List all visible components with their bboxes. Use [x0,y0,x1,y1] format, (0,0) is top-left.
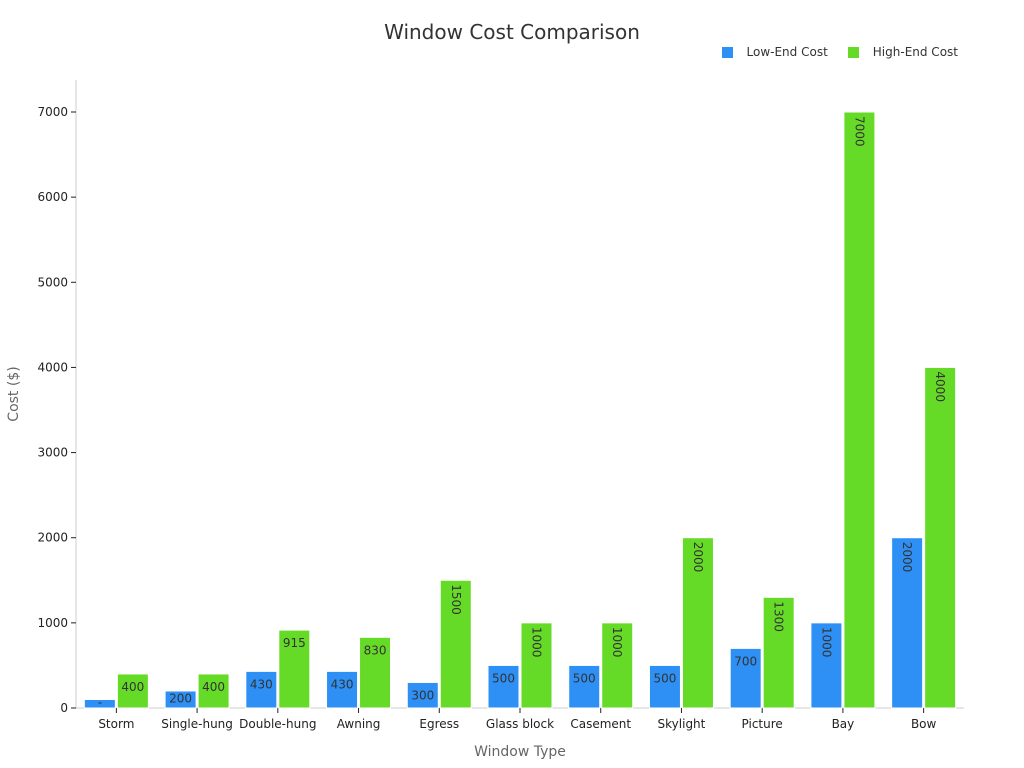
bar-low-end[interactable] [891,537,924,709]
legend-item-high-end[interactable]: High-End Cost [847,45,958,59]
legend-swatch-high-end [847,46,859,58]
bar-low-end[interactable] [810,622,843,709]
bar-high-end[interactable] [439,579,472,709]
data-label: 4000 [933,371,947,402]
data-label: 1000 [819,627,833,658]
bar-high-end[interactable] [843,111,876,709]
y-tick-label: 7000 [37,105,68,119]
bar-low-end[interactable] [568,664,601,709]
legend-swatch-low-end [721,46,733,58]
x-tick-label: Double-hung [239,717,316,731]
bar-high-end[interactable] [924,366,957,709]
y-tick-label: 6000 [37,190,68,204]
data-label: 2000 [900,542,914,573]
data-label: 830 [364,643,387,657]
chart-title: Window Cost Comparison [384,20,640,44]
y-tick-label: 0 [60,701,68,715]
data-label: 200 [169,691,192,705]
bar-low-end[interactable] [164,690,197,709]
data-label: 7000 [852,116,866,147]
data-label: 700 [734,654,757,668]
bar-high-end[interactable] [681,537,714,709]
bar-low-end[interactable] [487,664,520,709]
data-label: 2000 [691,542,705,573]
data-label: 500 [654,671,677,685]
data-label: 300 [411,688,434,702]
bar-high-end[interactable] [359,636,392,709]
data-label: 500 [492,671,515,685]
x-tick-label: Bay [832,717,855,731]
data-label: 400 [121,680,144,694]
bar-high-end[interactable] [520,622,553,709]
data-label: 1000 [610,627,624,658]
data-label: 430 [250,677,273,691]
bar-high-end[interactable] [116,673,149,709]
x-tick-label: Bow [911,717,937,731]
bar-low-end[interactable] [648,664,681,709]
bar-low-end[interactable] [245,670,278,709]
y-tick-label: 3000 [37,446,68,460]
y-axis-title: Cost ($) [6,366,22,421]
data-label: 1300 [772,601,786,632]
y-tick-label: 2000 [37,531,68,545]
x-tick-label: Egress [419,717,459,731]
bar-high-end[interactable] [762,596,795,709]
x-tick-label: Skylight [658,717,706,731]
x-tick-label: Single-hung [161,717,233,731]
data-label: 915 [283,636,306,650]
legend-label-high-end: High-End Cost [872,45,958,59]
bar-low-end[interactable] [729,647,762,709]
data-label: 1000 [530,627,544,658]
data-label: 430 [331,677,354,691]
legend-label-low-end: Low-End Cost [746,45,828,59]
x-tick-label: Casement [570,717,631,731]
x-tick-label: Picture [742,717,783,731]
data-label: 500 [573,671,596,685]
bar-high-end[interactable] [601,622,634,709]
y-tick-label: 4000 [37,360,68,374]
legend-item-low-end[interactable]: Low-End Cost [721,45,828,59]
x-tick-label: Storm [98,717,134,731]
legend: Low-End Cost High-End Cost [702,45,958,59]
bar-low-end[interactable] [83,698,116,709]
data-label: 1500 [449,584,463,615]
x-tick-label: Awning [337,717,381,731]
x-tick-label: Glass block [486,717,554,731]
bar-low-end[interactable] [406,681,439,709]
y-tick-label: 1000 [37,616,68,630]
bar-low-end[interactable] [326,670,359,709]
data-label: 400 [202,680,225,694]
bar-high-end[interactable] [197,673,230,709]
y-tick-label: 5000 [37,275,68,289]
x-axis-title: Window Type [474,744,566,760]
bar-high-end[interactable] [278,629,311,709]
data-label: - [98,696,102,710]
